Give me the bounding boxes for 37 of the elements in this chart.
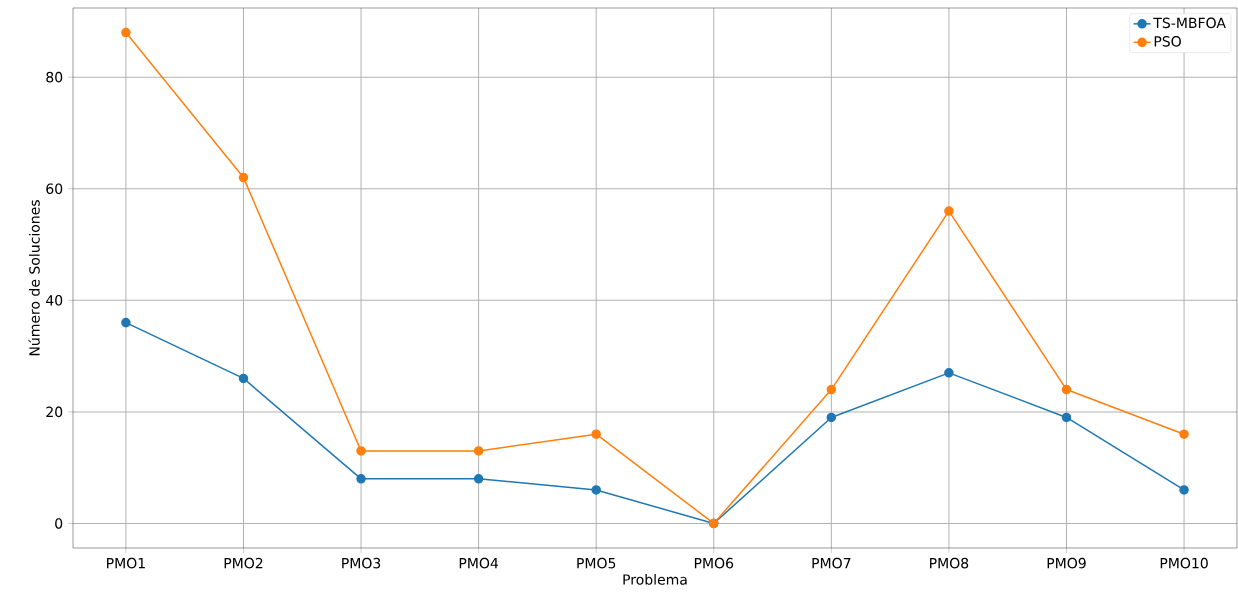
- x-tick-label: PMO2: [224, 557, 263, 569]
- point: [121, 27, 131, 38]
- point: [826, 412, 837, 423]
- x-tick-label: PMO7: [812, 557, 851, 569]
- y-tick-label: 60: [46, 183, 63, 195]
- point: [944, 206, 954, 216]
- point: [1061, 384, 1072, 395]
- x-axis-title: Problema: [623, 573, 687, 585]
- x-tick-label: PMO3: [342, 557, 381, 569]
- x-tick-label: PMO6: [694, 557, 734, 569]
- y-tick-label: 20: [46, 406, 63, 418]
- point: [473, 446, 484, 456]
- point: [826, 384, 837, 395]
- x-tick-label: PMO8: [930, 557, 969, 569]
- point: [1061, 412, 1072, 423]
- point: [944, 368, 954, 378]
- point: [591, 429, 601, 439]
- point: [238, 172, 249, 183]
- point: [1179, 485, 1189, 495]
- x-tick-label: PMO4: [459, 557, 499, 569]
- point: [473, 474, 484, 484]
- x-tick-label: PMO9: [1047, 557, 1086, 569]
- legend-label: PSO: [1154, 36, 1181, 47]
- y-tick-label: 40: [46, 295, 63, 306]
- point: [591, 485, 601, 495]
- legend-label: TS-MBFOA: [1153, 17, 1226, 29]
- x-tick-label: PMO1: [107, 557, 145, 569]
- x-tick-label: PMO5: [577, 557, 616, 569]
- y-tick-label: 80: [46, 71, 63, 83]
- x-tick-label: PMO10: [1160, 557, 1208, 569]
- y-axis-title: Número de Soluciones: [28, 200, 40, 356]
- y-tick-label: 0: [55, 518, 63, 529]
- point: [1179, 429, 1189, 439]
- point: [356, 446, 366, 456]
- point: [121, 317, 131, 328]
- point: [238, 373, 249, 384]
- point: [356, 474, 366, 484]
